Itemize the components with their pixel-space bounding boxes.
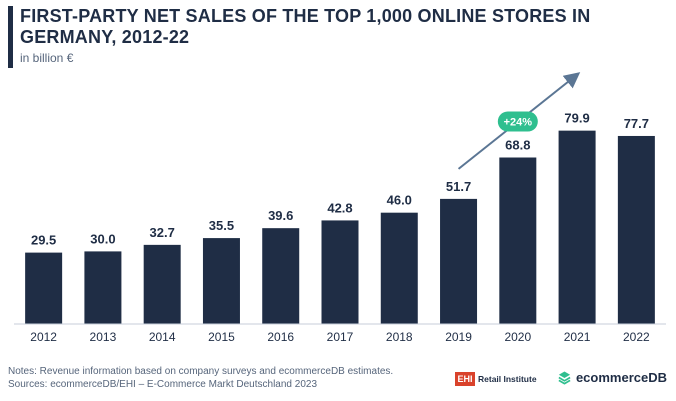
bar-2017 bbox=[321, 220, 359, 324]
bar-2013 bbox=[84, 251, 122, 324]
x-tick-label-2013: 2013 bbox=[90, 330, 117, 344]
value-label-2021: 79.9 bbox=[564, 111, 589, 126]
x-tick-label-2014: 2014 bbox=[149, 330, 176, 344]
bar-2016 bbox=[262, 228, 300, 324]
x-tick-label-2022: 2022 bbox=[623, 330, 650, 344]
labels-layer: 29.5 2012 30.0 2013 32.7 2014 35.5 2015 39.6 2016… bbox=[30, 111, 650, 344]
bar-2015 bbox=[202, 238, 240, 324]
value-label-2015: 35.5 bbox=[209, 218, 234, 233]
bar-2022 bbox=[617, 135, 655, 324]
bar-2018 bbox=[380, 212, 418, 324]
stacked-diamond-icon bbox=[558, 371, 571, 385]
bar-2014 bbox=[143, 244, 181, 324]
chart-title: FIRST-PARTY NET SALES OF THE TOP 1,000 O… bbox=[20, 6, 591, 47]
ecommercedb-logo: ecommerceDB bbox=[557, 368, 667, 388]
x-tick-label-2018: 2018 bbox=[386, 330, 413, 344]
bar-2012 bbox=[25, 252, 63, 324]
bar-2020 bbox=[499, 157, 537, 324]
ehi-text: Retail Institute bbox=[478, 374, 537, 384]
value-label-2013: 30.0 bbox=[90, 231, 115, 246]
ehi-logo: EHI Retail Institute bbox=[455, 371, 537, 387]
growth-badge bbox=[497, 111, 538, 132]
chart-notes: Notes: Revenue information based on comp… bbox=[8, 365, 438, 391]
x-tick-label-2020: 2020 bbox=[504, 330, 531, 344]
sources-line: Sources: ecommerceDB/EHI – E-Commerce Ma… bbox=[8, 379, 318, 390]
ecdb-icon-bottom bbox=[558, 379, 571, 385]
ecommercedb-text: ecommerceDB bbox=[575, 370, 667, 385]
x-tick-label-2012: 2012 bbox=[30, 330, 57, 344]
notes-line: Notes: Revenue information based on comp… bbox=[8, 366, 394, 377]
value-label-2014: 32.7 bbox=[150, 225, 175, 240]
value-label-2022: 77.7 bbox=[624, 116, 649, 131]
x-tick-label-2017: 2017 bbox=[327, 330, 354, 344]
chart-subtitle: in billion € bbox=[20, 51, 74, 65]
x-tick-label-2021: 2021 bbox=[564, 330, 591, 344]
value-label-2018: 46.0 bbox=[387, 193, 412, 208]
value-label-2016: 39.6 bbox=[268, 208, 293, 223]
x-tick-label-2019: 2019 bbox=[445, 330, 472, 344]
x-tick-label-2015: 2015 bbox=[208, 330, 235, 344]
ecdb-icon-top bbox=[558, 371, 571, 378]
value-label-2012: 29.5 bbox=[31, 233, 56, 248]
growth-badge-label: +24% bbox=[504, 117, 533, 129]
ecdb-icon-middle bbox=[558, 376, 571, 382]
value-label-2019: 51.7 bbox=[446, 179, 471, 194]
value-label-2017: 42.8 bbox=[327, 200, 352, 215]
x-tick-label-2016: 2016 bbox=[267, 330, 294, 344]
annotation-layer: +24% bbox=[457, 72, 581, 170]
bar-2019 bbox=[440, 198, 478, 324]
ehi-mark: EHI bbox=[455, 372, 475, 386]
bar-2021 bbox=[558, 130, 596, 324]
title-accent-bar bbox=[8, 6, 13, 68]
value-label-2020: 68.8 bbox=[505, 138, 530, 153]
bars-layer bbox=[25, 130, 655, 324]
